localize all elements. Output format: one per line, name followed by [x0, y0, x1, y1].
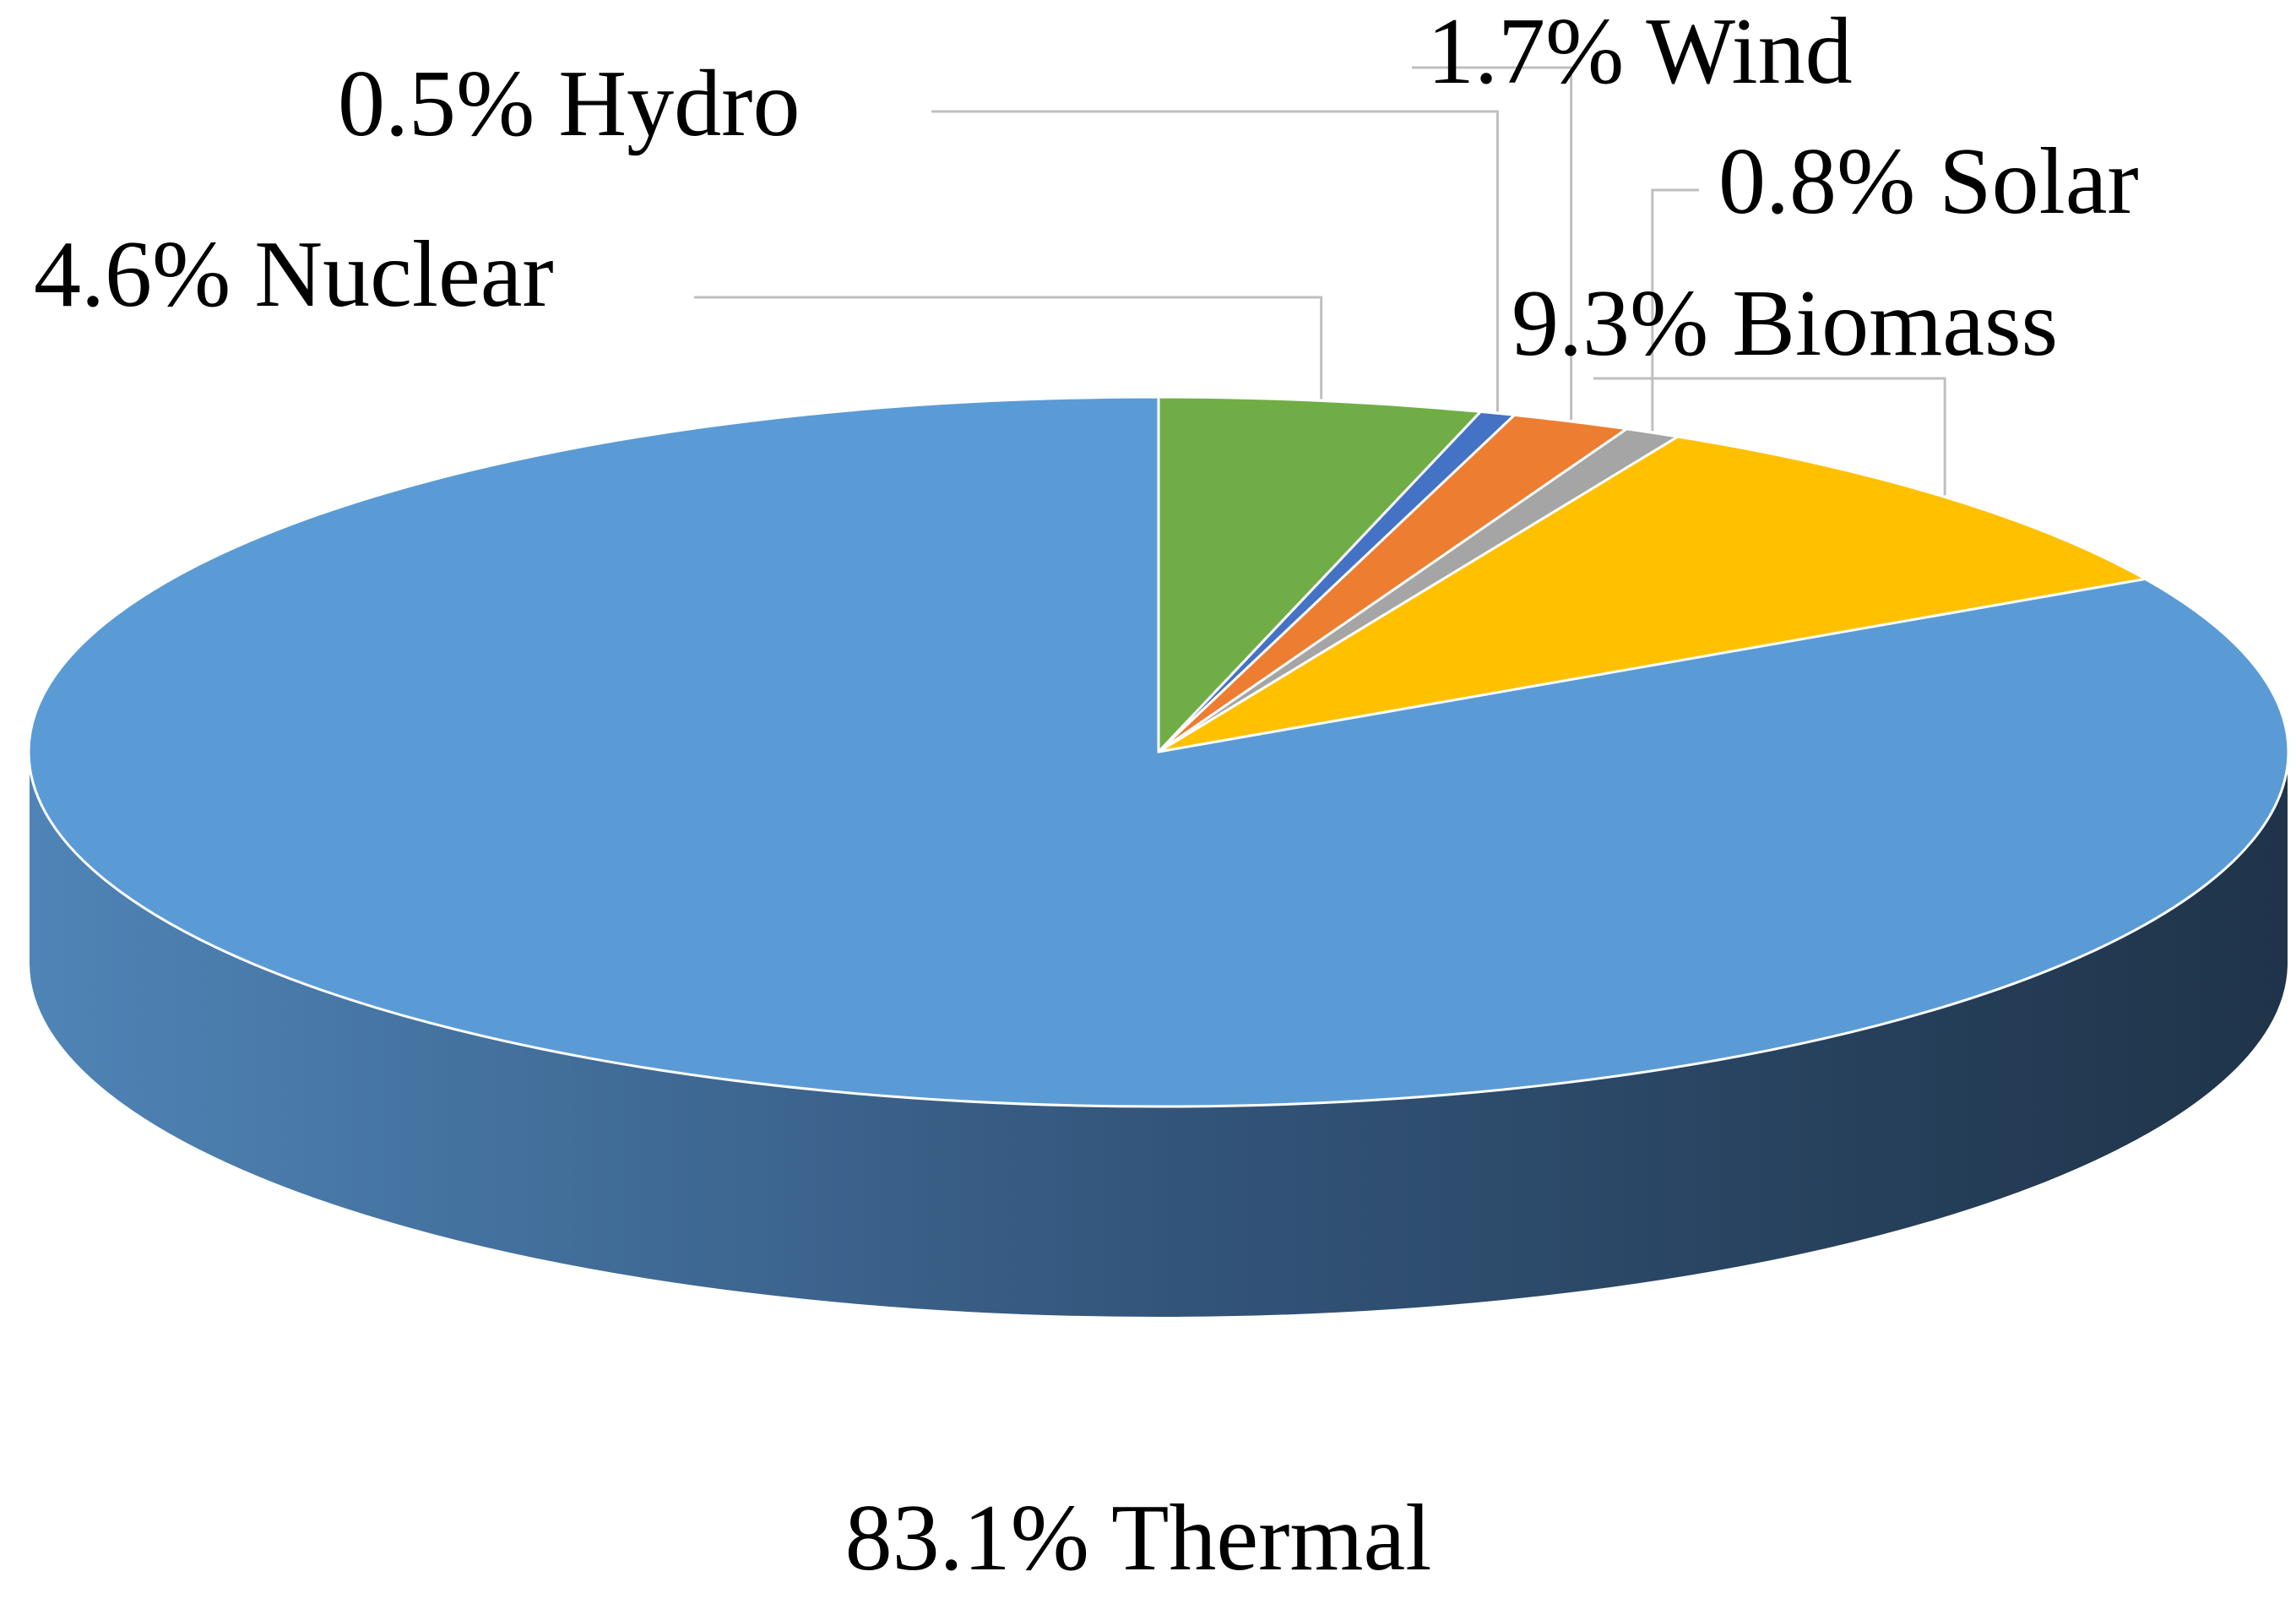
leader-line-wind	[1412, 66, 1573, 421]
data-label-wind: 1.7% Wind	[1427, 0, 1853, 104]
data-label-biomass: 9.3% Biomass	[1512, 271, 2058, 376]
leader-line-nuclear	[694, 296, 1323, 400]
pie-slice-layer	[27, 395, 2290, 1108]
data-label-nuclear: 4.6% Nuclear	[34, 222, 554, 327]
data-label-layer: 83.1% Thermal 4.6% Nuclear 0.5% Hydro 1.7% …	[34, 0, 2139, 1590]
data-label-solar: 0.8% Solar	[1718, 129, 2139, 234]
data-label-hydro: 0.5% Hydro	[338, 52, 800, 156]
pie-slice-biomass	[1157, 435, 2147, 753]
leader-line-solar	[1651, 188, 1699, 432]
leader-line-hydro	[931, 110, 1499, 412]
pie-slice-nuclear	[1157, 395, 1482, 753]
data-label-thermal: 83.1% Thermal	[845, 1486, 1432, 1590]
leader-line-biomass	[1593, 377, 1946, 496]
leader-line-layer	[694, 66, 1946, 496]
